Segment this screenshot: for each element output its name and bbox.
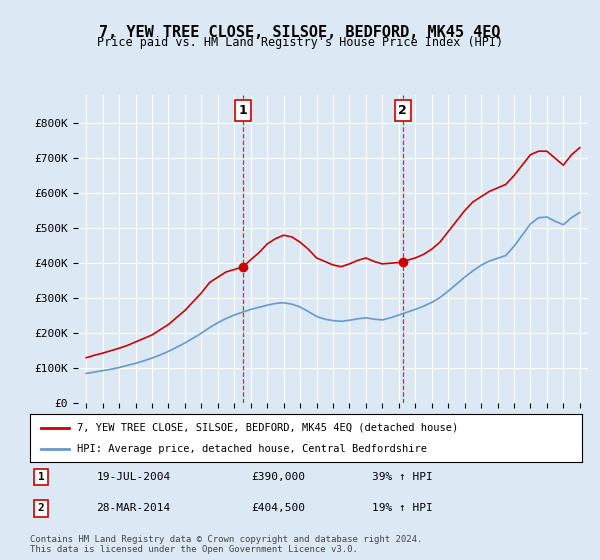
Text: HPI: Average price, detached house, Central Bedfordshire: HPI: Average price, detached house, Cent…	[77, 444, 427, 454]
Text: 39% ↑ HPI: 39% ↑ HPI	[372, 472, 433, 482]
Text: £404,500: £404,500	[251, 503, 305, 514]
Text: 19% ↑ HPI: 19% ↑ HPI	[372, 503, 433, 514]
Text: 7, YEW TREE CLOSE, SILSOE, BEDFORD, MK45 4EQ: 7, YEW TREE CLOSE, SILSOE, BEDFORD, MK45…	[99, 25, 501, 40]
Text: 7, YEW TREE CLOSE, SILSOE, BEDFORD, MK45 4EQ (detached house): 7, YEW TREE CLOSE, SILSOE, BEDFORD, MK45…	[77, 423, 458, 433]
Text: 2: 2	[398, 104, 407, 117]
Text: 19-JUL-2004: 19-JUL-2004	[96, 472, 170, 482]
Text: 28-MAR-2014: 28-MAR-2014	[96, 503, 170, 514]
Text: Contains HM Land Registry data © Crown copyright and database right 2024.
This d: Contains HM Land Registry data © Crown c…	[30, 535, 422, 554]
Text: Price paid vs. HM Land Registry's House Price Index (HPI): Price paid vs. HM Land Registry's House …	[97, 36, 503, 49]
Text: 2: 2	[38, 503, 44, 514]
Text: 1: 1	[38, 472, 44, 482]
Text: £390,000: £390,000	[251, 472, 305, 482]
Text: 1: 1	[239, 104, 248, 117]
